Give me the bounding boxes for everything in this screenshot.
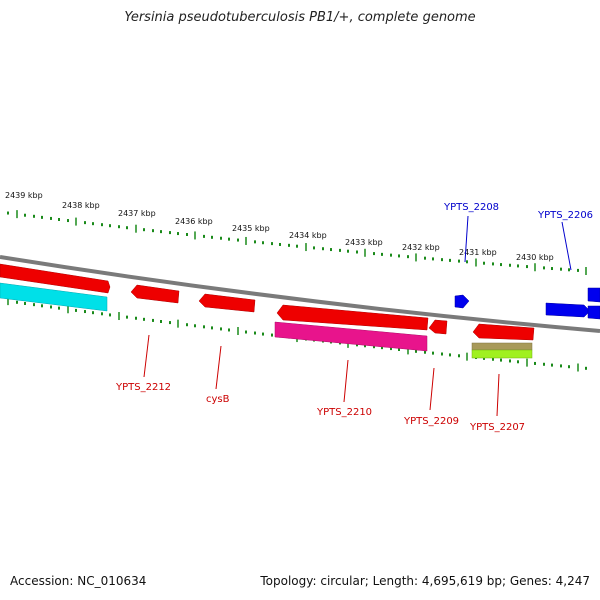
gene-ypts-2212-arrow[interactable] [0,263,111,294]
scale-label-2433: 2433 kbp [345,238,383,247]
map-title: Yersinia pseudotuberculosis PB1/+, compl… [124,10,476,25]
gene-labels: YPTS_2208 YPTS_2206 YPTS_2212 cysB YPTS_… [115,202,593,433]
scale-label-2434: 2434 kbp [289,231,327,240]
gene-ypts-2206a-arrow[interactable] [545,302,591,318]
leader-ypts-2206 [561,221,572,271]
scale-label-2431: 2431 kbp [459,248,497,257]
label-ypts-2207[interactable]: YPTS_2207 [469,422,525,433]
label-ypts-2206[interactable]: YPTS_2206 [537,210,593,221]
scale-label-2439: 2439 kbp [5,191,43,200]
gene-ypts-2209-arrow[interactable] [428,319,448,335]
cds-ypts-2207-bar-olive[interactable] [471,342,533,351]
scale-label-2430: 2430 kbp [516,253,554,262]
scale-label-2432: 2432 kbp [402,243,440,252]
leader-ypts-2207 [496,373,500,417]
gene-ypts-2207-arrow[interactable] [472,323,535,341]
scale-label-2438: 2438 kbp [62,201,100,210]
leader-ypts-2209 [429,367,435,411]
label-ypts-2209[interactable]: YPTS_2209 [403,416,459,427]
leader-ypts-2210 [343,359,349,403]
label-ypts-2212[interactable]: YPTS_2212 [115,382,171,393]
label-cysb[interactable]: cysB [206,394,230,405]
label-ypts-2210[interactable]: YPTS_2210 [316,407,372,418]
gene-ypts-2208-arrow[interactable] [454,294,470,309]
leader-ypts-2212 [143,334,150,378]
scale-label-2435: 2435 kbp [232,224,270,233]
scale-labels: 2439 kbp 2438 kbp 2437 kbp 2436 kbp 2435… [5,191,554,262]
gene-ypts-2205-arrow[interactable] [587,305,600,320]
cds-features [0,282,533,359]
scale-label-2437: 2437 kbp [118,209,156,218]
forward-genes [454,287,600,320]
gene-ypts-2210-arrow[interactable] [276,304,429,331]
label-ypts-2208[interactable]: YPTS_2208 [443,202,499,213]
cds-ypts-2212-bar[interactable] [0,282,108,312]
genome-summary-text: Topology: circular; Length: 4,695,619 bp… [260,574,590,588]
cds-ypts-2207-bar-lime[interactable] [471,349,533,359]
leader-ypts-2208 [464,215,469,263]
gene-ypts-2206-arrow[interactable] [587,287,600,303]
outer-tick-row [7,210,587,276]
cds-ypts-2210-bar[interactable] [274,321,428,352]
scale-label-2436: 2436 kbp [175,217,213,226]
genome-backbone [0,255,600,333]
reverse-genes [0,263,535,341]
leader-cysb [215,345,222,390]
leader-lines [143,215,572,417]
gene-ypts-2211-arrow[interactable] [130,284,180,304]
accession-text: Accession: NC_010634 [10,574,147,588]
gene-cysb-arrow[interactable] [198,293,256,313]
